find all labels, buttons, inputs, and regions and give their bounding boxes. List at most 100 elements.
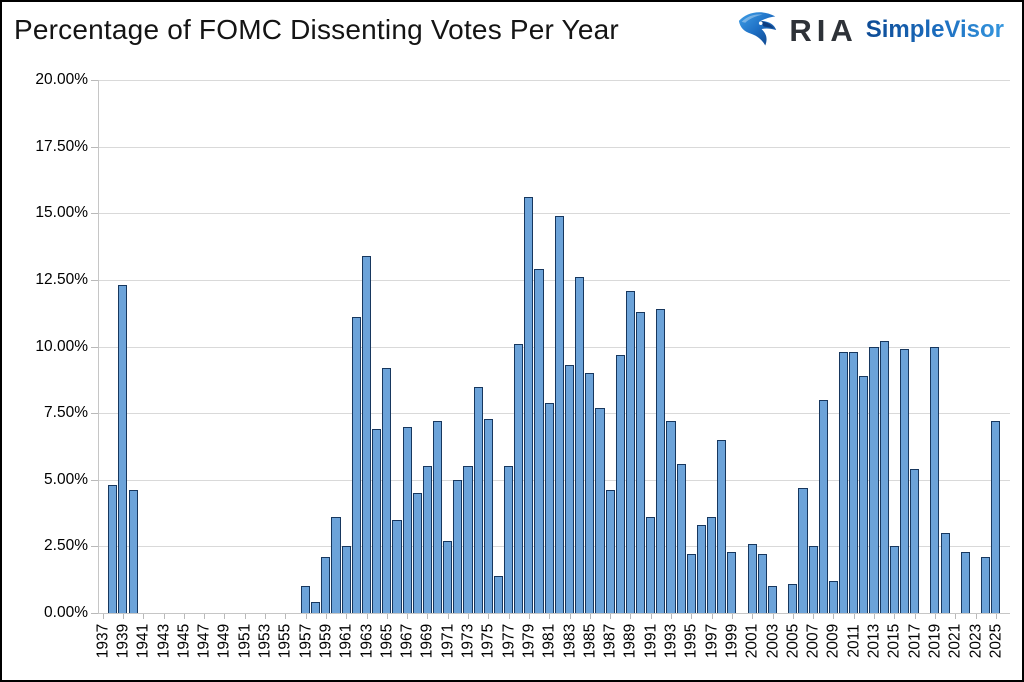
y-axis-tick-label: 7.50% (44, 404, 88, 422)
x-axis-tick (305, 614, 307, 619)
bar-1995 (686, 554, 696, 613)
y-axis-line (98, 80, 99, 613)
gridline (98, 413, 1010, 415)
bar-1990 (636, 311, 646, 613)
bar-2013 (869, 346, 879, 613)
bar-1968 (412, 493, 422, 613)
bar-1961 (341, 546, 351, 613)
x-axis-tick-label: 1971 (438, 623, 456, 659)
bar-1993 (666, 421, 676, 613)
x-axis-tick-label: 1973 (459, 623, 477, 659)
x-axis-tick (265, 614, 266, 619)
x-axis-tick (285, 614, 287, 619)
y-axis-tick-label: 20.00% (35, 71, 88, 88)
bar-2007 (808, 546, 818, 613)
bar-1980 (534, 269, 544, 613)
bar-1962 (351, 317, 361, 613)
x-axis-tick (407, 614, 409, 619)
x-axis-tick-label: 2003 (763, 623, 781, 659)
x-axis-tick-label: 1951 (235, 623, 253, 659)
x-axis-tick (934, 614, 936, 619)
y-axis-tick-label: 17.50% (35, 137, 88, 155)
x-axis-tick (224, 614, 226, 619)
bar-1975 (483, 418, 493, 613)
x-axis-tick-label: 2019 (926, 623, 944, 659)
bar-1940 (128, 490, 138, 613)
x-axis-tick-label: 1993 (662, 623, 680, 659)
x-axis-tick-label: 1963 (357, 623, 375, 659)
x-axis-tick-label: 1969 (418, 623, 436, 659)
x-axis-tick (163, 614, 165, 619)
y-axis-tick-label: 15.00% (35, 204, 88, 222)
x-axis-tick-label: 1977 (499, 623, 517, 659)
gridline (98, 546, 1010, 548)
x-axis-tick (569, 614, 571, 619)
bar-1970 (432, 421, 443, 613)
bar-2017 (910, 469, 920, 613)
x-axis-tick (589, 614, 591, 619)
x-axis-tick-label: 1967 (398, 623, 416, 659)
x-axis-tick (691, 614, 693, 619)
x-axis-tick (650, 614, 652, 619)
bar-1939 (118, 285, 128, 613)
x-axis-tick-label: 1955 (276, 623, 294, 659)
x-axis-tick-label: 1945 (175, 623, 193, 659)
bar-2024 (981, 557, 991, 613)
x-axis-tick (102, 614, 104, 619)
x-axis-tick-label: 1941 (134, 623, 152, 659)
bar-2012 (859, 375, 869, 613)
bar-1982 (554, 215, 564, 613)
x-axis-tick-label: 1965 (378, 623, 396, 659)
y-axis-tick (91, 413, 98, 415)
x-axis-tick-label: 1959 (317, 623, 335, 659)
bar-1999 (727, 551, 737, 613)
logo-product-text: SimpleVisor (865, 16, 1004, 43)
bar-2025 (991, 421, 1001, 613)
x-axis-tick-label: 1957 (296, 623, 314, 659)
x-axis-tick (671, 614, 672, 619)
bar-1938 (108, 485, 118, 613)
bar-2006 (798, 487, 808, 613)
bar-2001 (747, 543, 757, 613)
x-axis-tick (183, 614, 185, 619)
bar-2003 (767, 586, 778, 613)
x-axis-tick-label: 2025 (987, 623, 1005, 659)
bar-2014 (879, 341, 889, 613)
x-axis-tick-label: 2017 (905, 623, 923, 659)
x-axis-tick (528, 614, 530, 619)
x-axis-tick (874, 614, 875, 619)
bar-2016 (899, 349, 910, 613)
y-axis-tick (91, 479, 98, 481)
x-axis-tick-label: 1999 (723, 623, 741, 659)
x-axis-tick-label: 1947 (195, 623, 213, 659)
x-axis-tick (366, 614, 368, 619)
bar-1997 (707, 517, 717, 613)
x-axis-tick (325, 614, 327, 619)
gridline (98, 213, 1010, 215)
bar-1978 (514, 343, 524, 613)
gridline (98, 346, 1010, 348)
x-axis-tick (386, 614, 388, 619)
x-axis-tick (731, 614, 733, 619)
x-axis-tick (143, 614, 145, 619)
bar-2022 (960, 551, 970, 613)
x-axis-tick (630, 614, 632, 619)
bar-2008 (818, 399, 828, 613)
chart-title: Percentage of FOMC Dissenting Votes Per … (14, 14, 619, 45)
bar-1981 (544, 402, 554, 613)
gridline (98, 479, 1010, 481)
bar-2019 (930, 346, 940, 613)
bar-1965 (382, 367, 392, 613)
x-axis-tick-label: 2023 (966, 623, 984, 659)
x-axis-tick-label: 1937 (93, 623, 111, 659)
x-axis-tick-label: 2007 (804, 623, 822, 659)
y-axis-tick-label: 2.50% (44, 537, 88, 555)
x-axis-tick (204, 614, 206, 619)
x-axis-tick (752, 614, 754, 619)
bar-1992 (656, 309, 666, 613)
bar-1974 (473, 386, 483, 613)
bar-2005 (788, 583, 798, 613)
y-axis-tick (91, 279, 98, 281)
x-axis-tick (792, 614, 794, 619)
y-axis-tick (91, 213, 98, 215)
